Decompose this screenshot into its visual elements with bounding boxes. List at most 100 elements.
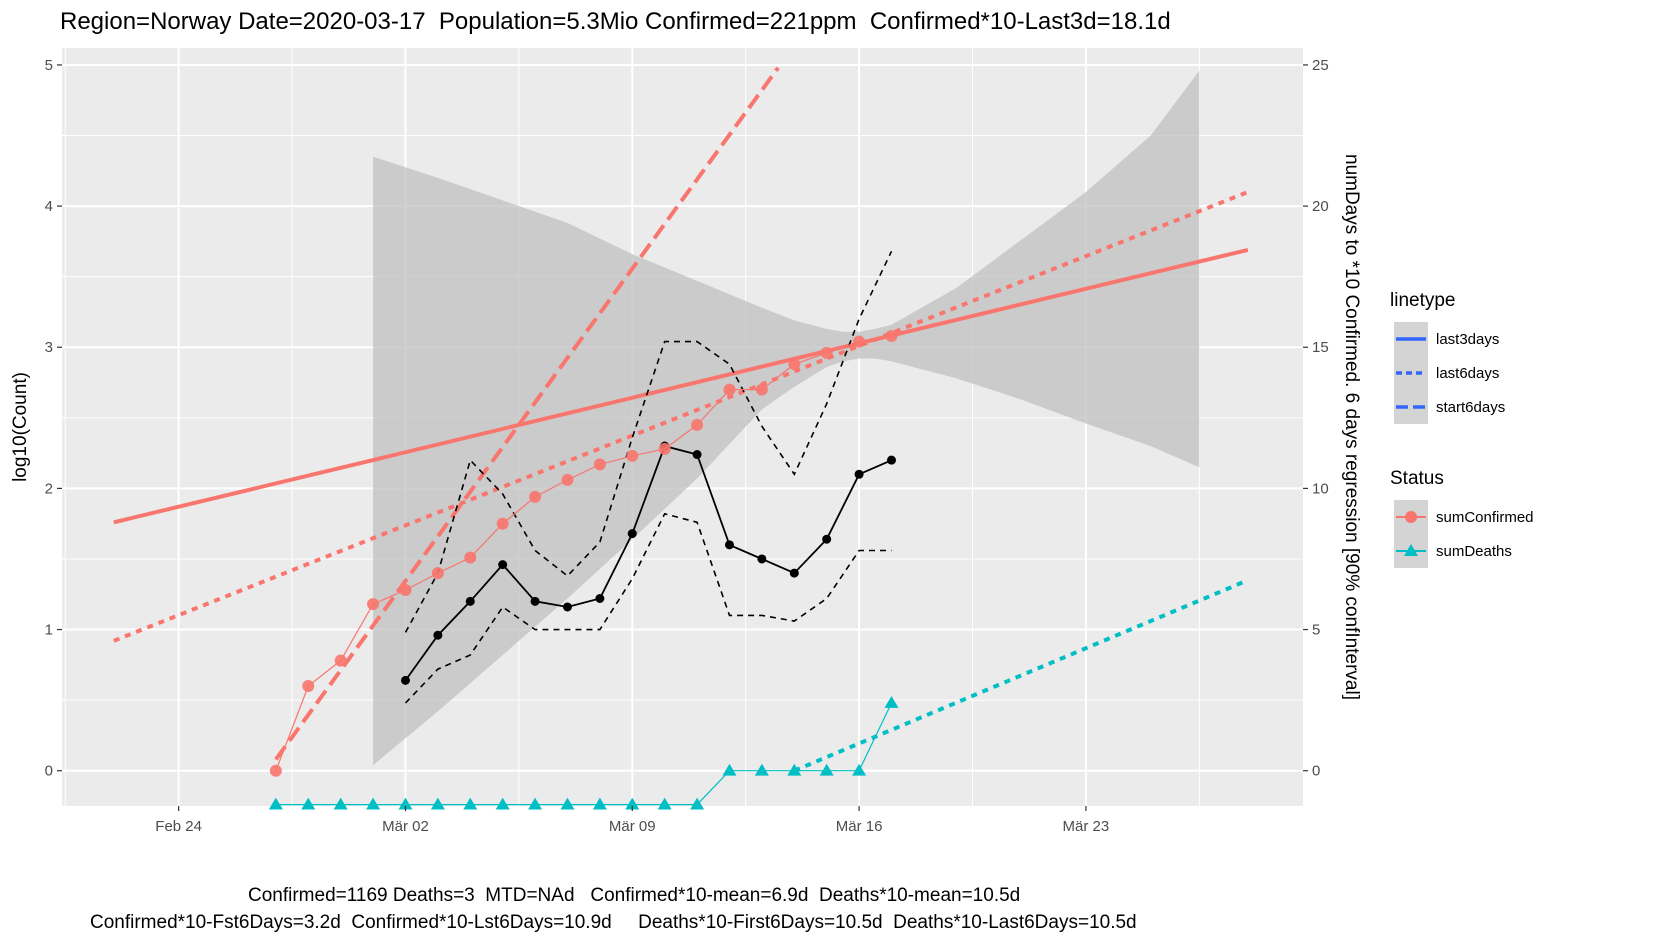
status-series	[268, 329, 899, 810]
sumConfirmed-point	[820, 346, 833, 359]
sumDeaths-point	[268, 797, 283, 810]
sumConfirmed-point	[464, 551, 477, 564]
sumConfirmed-point	[302, 680, 315, 693]
days-to-x10-point	[822, 534, 832, 544]
y2-axis-title: numDays to *10 Confirmed. 6 days regress…	[1341, 154, 1362, 700]
legend-linetype-title: linetype	[1390, 290, 1456, 311]
sumConfirmed-point	[755, 383, 768, 396]
sumDeaths-point	[592, 797, 607, 810]
sumDeaths-point	[657, 797, 672, 810]
axes: 0 1 2 3 4 5 0 5 10 15 20 25 Feb 24 Mär 02 Mär 09 Mär 16…	[10, 57, 1362, 835]
days-to-x10-lines	[400, 250, 896, 704]
sumDeaths-point	[333, 797, 348, 810]
days-to-x10-point	[498, 560, 508, 570]
legend-key-point	[1405, 511, 1417, 523]
sumConfirmed-point	[334, 654, 347, 667]
sumDeaths-line	[275, 702, 893, 806]
y-axis-title: log10(Count)	[10, 372, 31, 482]
legend-key-point	[1404, 544, 1418, 556]
sumConfirmed-point	[593, 458, 606, 471]
days-to-x10-estimate-line	[404, 445, 892, 681]
sumDeaths-point	[852, 763, 867, 776]
sumDeaths-point	[463, 797, 478, 810]
legend-status-title: Status	[1390, 468, 1444, 489]
legend-status-label: sumConfirmed	[1436, 509, 1534, 526]
sumDeaths-point	[625, 797, 640, 810]
sumDeaths-point	[430, 797, 445, 810]
days-to-x10-point	[854, 469, 864, 479]
sumDeaths-point	[754, 763, 769, 776]
sumDeaths-point	[528, 797, 543, 810]
sumConfirmed-point	[691, 418, 704, 431]
x-axis-tick-label: Mär 16	[836, 818, 883, 835]
confidence-ribbon-area	[373, 70, 1200, 766]
sumDeaths-point	[884, 695, 899, 708]
sumConfirmed-point	[885, 329, 898, 342]
days-to-x10-point	[465, 596, 475, 606]
y2-axis-tick-label: 10	[1312, 480, 1329, 497]
confidence-ribbon	[373, 70, 1200, 766]
sumConfirmed-point	[788, 358, 801, 371]
y2-axis-tick-label: 25	[1312, 57, 1329, 74]
y-axis-tick-label: 0	[45, 763, 53, 780]
days-to-x10-point	[789, 568, 799, 578]
y-axis-tick-label: 2	[45, 480, 53, 497]
y-axis-tick-label: 4	[45, 198, 53, 215]
sumDeaths-point	[366, 797, 381, 810]
sumConfirmed-point	[658, 442, 671, 455]
y2-axis-tick-label: 20	[1312, 198, 1329, 215]
sumConfirmed-point	[529, 490, 542, 503]
footer-line-2: Confirmed*10-Fst6Days=3.2d Confirmed*10-…	[90, 912, 1137, 933]
x-axis-tick-label: Mär 02	[382, 818, 429, 835]
y2-axis-tick-label: 5	[1312, 622, 1320, 639]
regression-deaths-last6days	[793, 578, 1249, 773]
y-axis-tick-label: 3	[45, 339, 53, 356]
sumConfirmed-point	[496, 517, 509, 530]
days-to-x10-point	[724, 540, 734, 550]
regression-confirmed-start6days	[274, 66, 780, 761]
legend-linetype-label: last3days	[1436, 331, 1499, 348]
y-axis-tick-label: 1	[45, 622, 53, 639]
sumDeaths-point	[722, 763, 737, 776]
x-axis-tick-label: Feb 24	[155, 818, 202, 835]
sumConfirmed-point	[561, 473, 574, 486]
x-axis-tick-label: Mär 23	[1063, 818, 1110, 835]
footer-line-1: Confirmed=1169 Deaths=3 MTD=NAd Confirme…	[248, 885, 1021, 906]
sumDeaths-point	[819, 763, 834, 776]
days-to-x10-point	[886, 455, 896, 465]
sumDeaths-point	[495, 797, 510, 810]
legend-linetype-label: start6days	[1436, 399, 1505, 416]
sumConfirmed-point	[269, 764, 282, 777]
days-to-x10-point	[595, 594, 605, 604]
y2-axis-tick-label: 15	[1312, 339, 1329, 356]
regression-confirmed-last3days	[113, 247, 1249, 525]
days-to-x10-point	[692, 450, 702, 460]
sumDeaths-point	[690, 797, 705, 810]
y-axis-tick-label: 5	[45, 57, 53, 74]
days-to-x10-lower-line	[404, 512, 892, 704]
x-axis-tick-label: Mär 09	[609, 818, 656, 835]
sumDeaths-point	[398, 797, 413, 810]
sumConfirmed-point	[367, 598, 380, 611]
days-to-x10-point	[627, 529, 637, 539]
sumConfirmed-point	[626, 449, 639, 462]
days-to-x10-point	[562, 602, 572, 612]
chart-title: Region=Norway Date=2020-03-17 Population…	[60, 8, 1171, 35]
sumDeaths-point	[301, 797, 316, 810]
days-to-x10-point	[757, 554, 767, 564]
legend: linetype last3days last6days start6days Stat…	[1390, 290, 1534, 568]
sumConfirmed-point	[853, 335, 866, 348]
sumConfirmed-point	[399, 584, 412, 597]
sumDeaths-point	[787, 763, 802, 776]
regression-lines	[113, 66, 1249, 773]
sumConfirmed-point	[723, 383, 736, 396]
sumConfirmed-point	[431, 567, 444, 580]
y2-axis-tick-label: 0	[1312, 763, 1320, 780]
legend-status-label: sumDeaths	[1436, 543, 1512, 560]
sumDeaths-point	[560, 797, 575, 810]
days-to-x10-point	[530, 596, 540, 606]
days-to-x10-point	[433, 630, 443, 640]
days-to-x10-point	[400, 675, 410, 685]
legend-linetype-label: last6days	[1436, 365, 1499, 382]
